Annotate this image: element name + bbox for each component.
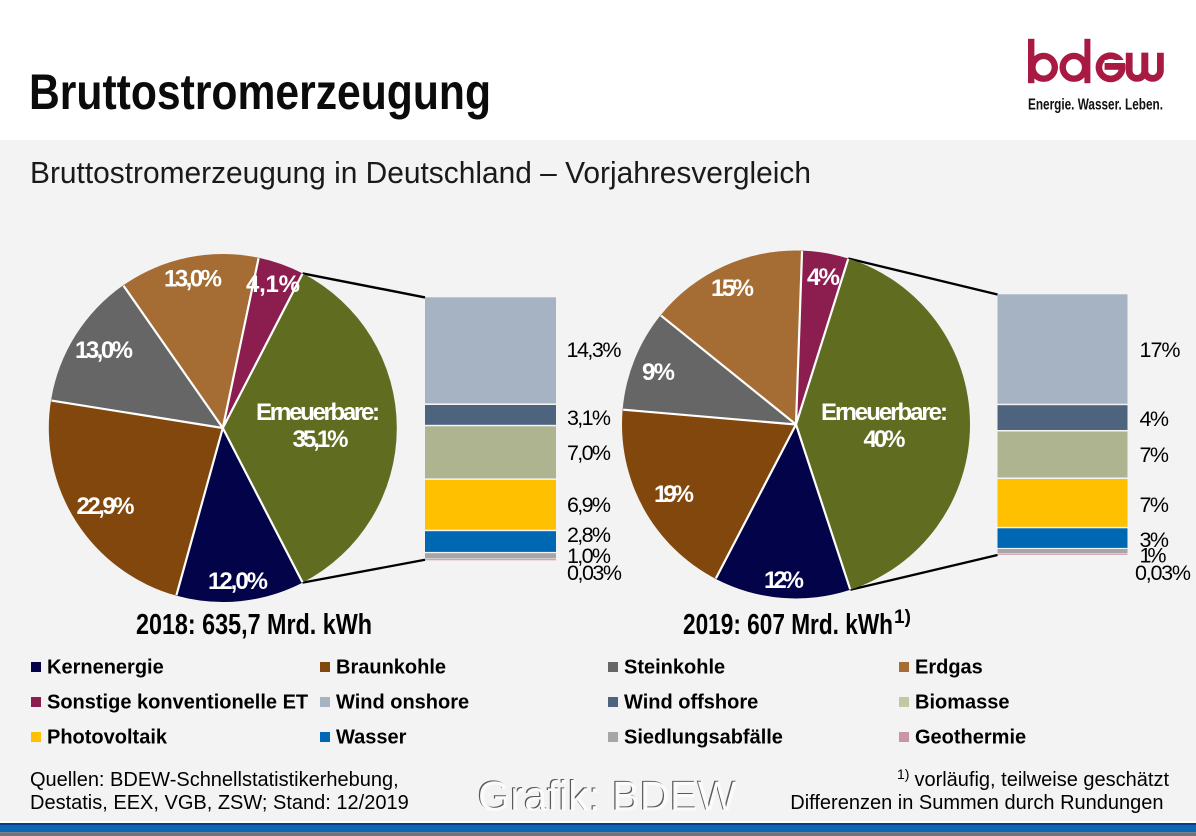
svg-text:0,03%: 0,03% xyxy=(1135,561,1191,585)
svg-text:Wind onshore: Wind onshore xyxy=(336,692,469,714)
svg-text:Bruttostromerzeugung: Bruttostromerzeugung xyxy=(29,64,491,120)
svg-text:4,1%: 4,1% xyxy=(246,271,300,298)
svg-text:Braunkohle: Braunkohle xyxy=(336,657,446,679)
svg-text:Quellen: BDEW-Schnellstatistik: Quellen: BDEW-Schnellstatistikerhebung, xyxy=(30,769,399,791)
svg-text:2,8%: 2,8% xyxy=(567,523,611,547)
svg-text:35,1%: 35,1% xyxy=(293,426,349,453)
svg-text:3,1%: 3,1% xyxy=(567,406,611,430)
svg-text:12%: 12% xyxy=(764,567,804,594)
svg-text:40%: 40% xyxy=(864,426,906,453)
svg-text:Differenzen in Summen durch Ru: Differenzen in Summen durch Rundungen xyxy=(790,792,1163,814)
svg-text:9%: 9% xyxy=(642,359,675,386)
svg-text:1%: 1% xyxy=(1140,544,1167,568)
svg-text:1,0%: 1,0% xyxy=(567,544,611,568)
svg-text:12,0%: 12,0% xyxy=(208,568,268,595)
svg-text:4%: 4% xyxy=(807,264,840,291)
svg-text:Geothermie: Geothermie xyxy=(915,727,1026,749)
svg-text:19%: 19% xyxy=(654,481,694,508)
svg-text:Energie. Wasser. Leben.: Energie. Wasser. Leben. xyxy=(1028,97,1163,114)
svg-text:2019: 607 Mrd. kWh1): 2019: 607 Mrd. kWh1) xyxy=(683,607,911,641)
svg-text:7%: 7% xyxy=(1140,493,1170,517)
svg-text:Grafik: BDEW: Grafik: BDEW xyxy=(478,773,737,820)
svg-text:Erdgas: Erdgas xyxy=(915,657,983,679)
svg-text:3%: 3% xyxy=(1140,528,1170,552)
svg-text:7%: 7% xyxy=(1140,443,1170,467)
svg-text:22,9%: 22,9% xyxy=(77,493,135,520)
svg-text:Kernenergie: Kernenergie xyxy=(47,657,164,679)
svg-text:Siedlungsabfälle: Siedlungsabfälle xyxy=(624,727,783,749)
svg-text:6,9%: 6,9% xyxy=(567,493,611,517)
svg-text:Erneuerbare:: Erneuerbare: xyxy=(256,399,380,426)
svg-text:7,0%: 7,0% xyxy=(567,441,611,465)
svg-text:Bruttostromerzeugung in Deutsc: Bruttostromerzeugung in Deutschland – Vo… xyxy=(30,155,811,190)
svg-text:Biomasse: Biomasse xyxy=(915,692,1010,714)
svg-text:2018: 635,7 Mrd. kWh: 2018: 635,7 Mrd. kWh xyxy=(136,609,372,641)
svg-text:Erneuerbare:: Erneuerbare: xyxy=(821,399,948,426)
svg-text:13,0%: 13,0% xyxy=(164,266,222,293)
svg-text:15%: 15% xyxy=(711,275,754,302)
svg-text:14,3%: 14,3% xyxy=(567,338,622,362)
svg-text:4%: 4% xyxy=(1140,407,1170,431)
svg-text:Destatis, EEX, VGB, ZSW; Stand: Destatis, EEX, VGB, ZSW; Stand: 12/2019 xyxy=(30,792,409,814)
svg-text:Steinkohle: Steinkohle xyxy=(624,657,725,679)
svg-text:Wind offshore: Wind offshore xyxy=(624,692,758,714)
svg-text:Sonstige konventionelle ET: Sonstige konventionelle ET xyxy=(47,692,308,714)
svg-text:Photovoltaik: Photovoltaik xyxy=(47,727,168,749)
svg-text:13,0%: 13,0% xyxy=(75,337,133,364)
svg-text:0,03%: 0,03% xyxy=(567,561,622,585)
svg-text:Wasser: Wasser xyxy=(336,727,407,749)
svg-text:17%: 17% xyxy=(1140,338,1181,362)
svg-text:1)vorläufig, teilweise geschät: 1) vorläufig, teilweise geschätzt xyxy=(897,766,1169,791)
svg-text:Grafik: BDEW: Grafik: BDEW xyxy=(477,771,736,818)
